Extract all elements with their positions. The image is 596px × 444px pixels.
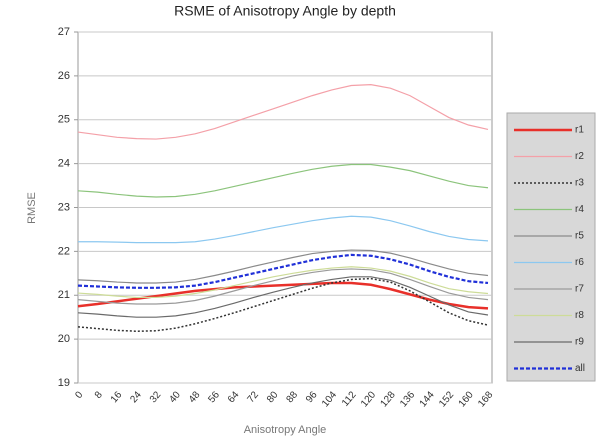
y-tick-label: 22: [58, 245, 70, 257]
legend-label: r3: [575, 178, 584, 189]
y-tick-label: 21: [58, 289, 70, 301]
y-tick-label: 24: [58, 158, 70, 170]
series-line: [77, 268, 489, 305]
series-line: [77, 266, 489, 299]
series-line: [77, 84, 489, 140]
y-tick-label: 25: [58, 114, 70, 126]
series-line: [78, 215, 489, 244]
series-line: [77, 253, 489, 289]
y-axis-label: RMSE: [26, 192, 38, 224]
legend-label: r2: [575, 151, 584, 162]
y-tick-label: 26: [58, 70, 70, 82]
y-tick-label: 19: [58, 377, 70, 389]
y-tick-label: 20: [58, 333, 70, 345]
x-tick-label: 0: [73, 389, 85, 401]
series-line: [77, 163, 489, 198]
series-line: [77, 276, 489, 318]
series-line: [77, 249, 489, 284]
series-line: [77, 277, 489, 332]
x-axis-label: Anisotropy Angle: [244, 424, 327, 436]
legend-label: r4: [575, 204, 584, 215]
legend-label: r7: [575, 284, 584, 295]
legend-label: r8: [575, 310, 584, 321]
legend-label: all: [575, 363, 585, 374]
y-tick-label: 23: [58, 201, 70, 213]
x-tick-label: 8: [93, 389, 105, 401]
legend-label: r1: [575, 125, 584, 136]
legend-label: r9: [575, 337, 584, 348]
y-tick-label: 27: [58, 26, 70, 38]
legend-label: r5: [575, 231, 584, 242]
legend-label: r6: [575, 257, 584, 268]
chart-title: RSME of Anisotropy Angle by depth: [174, 3, 396, 19]
legend: [506, 112, 596, 382]
